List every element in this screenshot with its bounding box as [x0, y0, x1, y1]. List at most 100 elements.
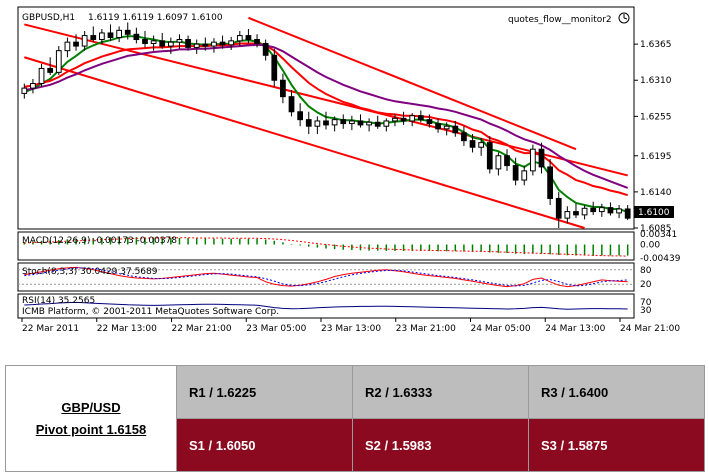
svg-text:1.6100: 1.6100: [638, 208, 670, 218]
candle-body: [297, 111, 304, 121]
candle-body: [383, 120, 390, 127]
clock-icon: [618, 12, 630, 24]
candle-body: [211, 41, 217, 47]
candle-body: [598, 207, 605, 213]
r3-cell: R3 / 1.6400: [528, 365, 705, 419]
candle-body: [64, 41, 71, 52]
candle-body: [538, 148, 545, 168]
time-tick-label: 24 Mar 13:00: [545, 324, 605, 334]
candle-body: [409, 115, 416, 122]
candle-body: [452, 125, 459, 134]
candle-body: [486, 142, 493, 170]
pivot-table: GBP/USD Pivot point 1.6158 R1 / 1.6225 R…: [5, 365, 705, 472]
s3-cell: S3 / 1.5875: [528, 418, 705, 472]
macd-tick-label: 0.00341: [640, 230, 677, 240]
pair-label: GBP/USD: [61, 399, 121, 415]
candle-body: [90, 35, 97, 41]
candle-body: [417, 115, 424, 121]
candle-body: [426, 119, 433, 125]
price-tick-label: 1.6140: [640, 188, 672, 198]
rsi-tick-label: 30: [640, 306, 652, 316]
candle-body: [573, 211, 579, 216]
candle-body: [150, 40, 157, 44]
ohlc-readout: 1.6119 1.6119 1.6097 1.6100: [88, 13, 223, 23]
candle-body: [159, 40, 166, 47]
candle-body: [142, 39, 148, 44]
r1-cell: R1 / 1.6225: [176, 365, 353, 419]
s2-cell: S2 / 1.5983: [352, 418, 529, 472]
candle-body: [262, 42, 269, 56]
macd-histogram: [23, 237, 629, 257]
candle-body: [219, 41, 226, 46]
candle-body: [323, 120, 329, 126]
candle-body: [228, 40, 235, 46]
candle-body: [624, 208, 631, 219]
candle-body: [245, 35, 252, 41]
s1-cell: S1 / 1.6050: [176, 418, 353, 472]
candle-body: [392, 117, 398, 122]
candle-body: [607, 207, 614, 214]
candle-body: [357, 120, 364, 126]
candle-body: [176, 39, 183, 43]
candle-body: [495, 155, 502, 170]
candle-body: [73, 41, 79, 47]
forex-chart: 1.6365 1.6310 1.6255 1.6195 1.6140 1.6085 GBP…: [17, 6, 681, 334]
candle-body: [30, 83, 36, 89]
stoch-panel: [17, 262, 635, 292]
stoch-tick-label: 80: [640, 266, 652, 276]
price-tick-label: 1.6195: [640, 152, 672, 162]
candle-body: [107, 32, 114, 39]
candle-body: [400, 117, 407, 122]
macd-label: MACD(12,26,9) -0.00173 -0.00378: [22, 236, 177, 246]
candle-body: [443, 125, 450, 130]
candle-body: [21, 87, 28, 94]
candle-body: [555, 197, 562, 219]
candle-body: [99, 32, 105, 41]
candle-body: [185, 39, 191, 48]
stoch-line: [24, 266, 628, 288]
candle-body: [590, 207, 597, 213]
candle-body: [124, 29, 131, 35]
candle-body: [478, 142, 485, 148]
macd-tick-label: -0.00439: [640, 254, 681, 264]
time-tick-label: 24 Mar 21:00: [620, 324, 680, 334]
candle-body: [116, 29, 122, 39]
candle-body: [521, 170, 528, 181]
rsi-line: [24, 301, 628, 310]
candle-body: [435, 123, 441, 130]
candle-body: [271, 54, 278, 81]
pivot-summary-cell: GBP/USD Pivot point 1.6158: [5, 365, 177, 472]
candle-body: [512, 165, 519, 181]
pivot-point-label: Pivot point 1.6158: [35, 421, 147, 437]
candle-body: [564, 211, 571, 219]
candle-body: [193, 43, 200, 48]
candle-body: [616, 208, 622, 214]
time-tick-label: 23 Mar 05:00: [246, 324, 306, 334]
rsi-label: RSI(14) 35.2565: [22, 296, 95, 306]
time-tick-label: 22 Mar 13:00: [97, 324, 157, 334]
candle-body: [366, 121, 372, 126]
candle-body: [504, 155, 510, 167]
watermark-label: quotes_flow__monitor2: [508, 15, 612, 25]
candle-body: [133, 33, 140, 41]
candle-body: [38, 67, 45, 85]
rsi-line: [24, 301, 628, 310]
price-tick-label: 1.6085: [640, 224, 672, 234]
moving-average-line: [24, 42, 628, 197]
candle-body: [55, 50, 62, 73]
candle-body: [374, 121, 381, 127]
channel-line: [248, 16, 577, 151]
candle-body: [47, 67, 54, 73]
candle-body: [331, 119, 338, 126]
candle-body: [314, 120, 321, 127]
candle-body: [461, 132, 467, 142]
time-tick-label: 24 Mar 05:00: [471, 324, 531, 334]
rsi-panel: [17, 293, 635, 319]
macd-tick-label: 0.00: [640, 240, 660, 250]
time-axis: 22 Mar 2011 22 Mar 13:00 22 Mar 21:00 23 Ma…: [21, 318, 680, 334]
price-tick-label: 1.6255: [640, 112, 672, 122]
price-axis: 1.6365 1.6310 1.6255 1.6195 1.6140 1.6085: [634, 40, 672, 234]
stoch-line: [24, 267, 628, 287]
candle-body: [581, 207, 588, 216]
